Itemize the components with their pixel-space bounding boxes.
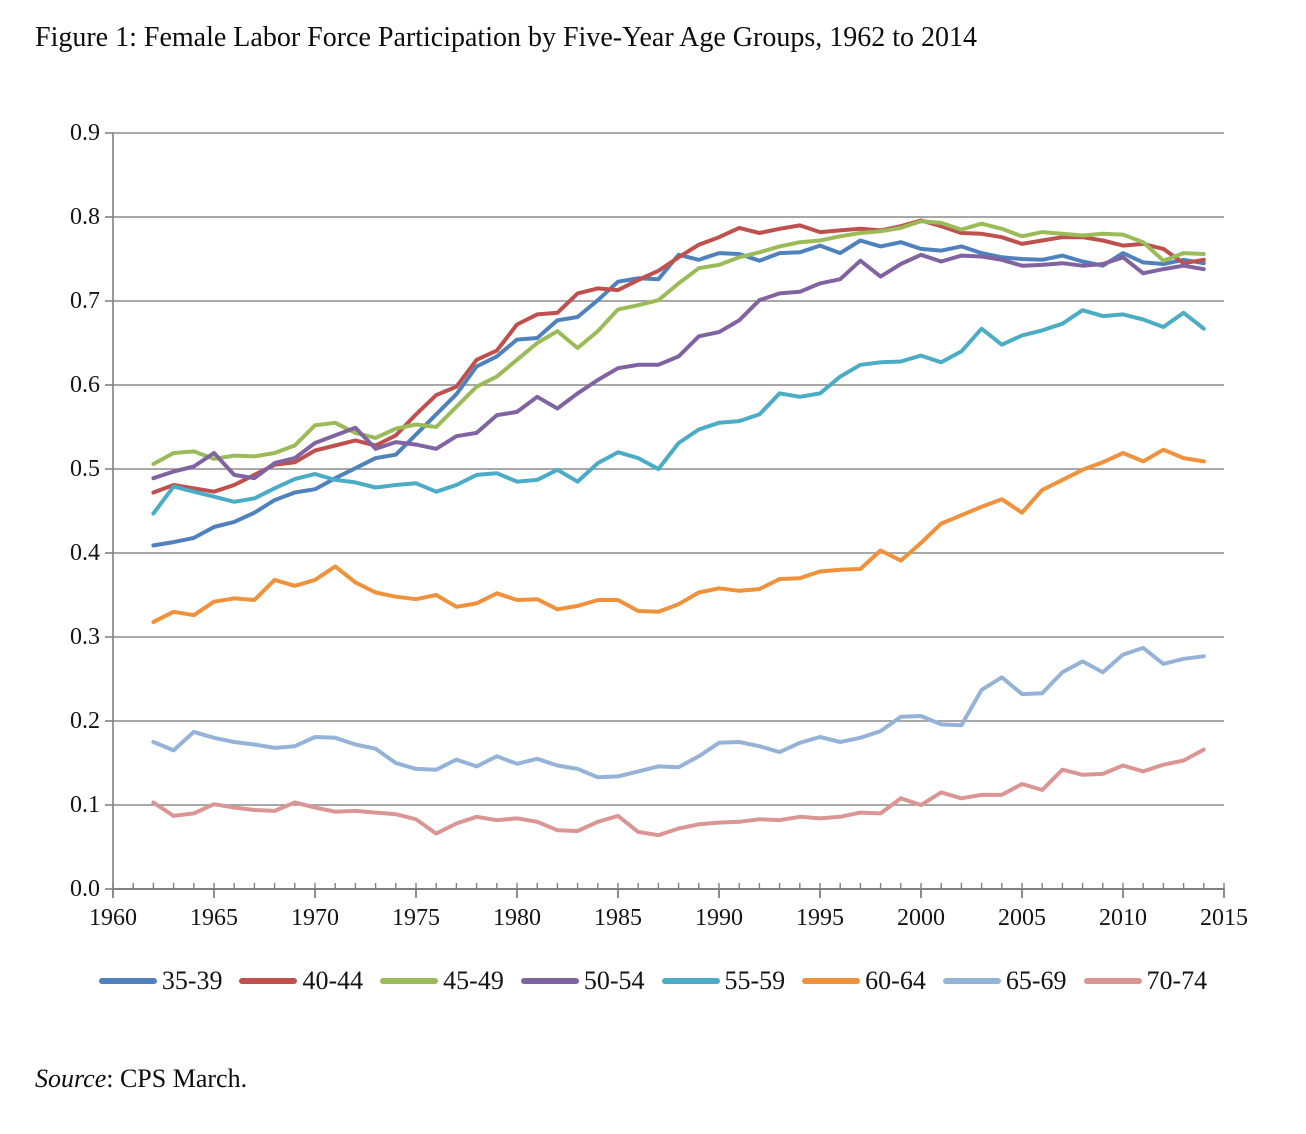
y-tick-label: 0.7 (70, 288, 100, 314)
legend-label-50-54: 50-54 (583, 966, 645, 995)
series-line-50-54 (151, 252, 1206, 481)
y-tick-label: 0.5 (70, 456, 100, 482)
legend-swatch-55-59 (661, 978, 720, 984)
x-tick-label: 2000 (897, 905, 945, 931)
source-label: Source (35, 1064, 107, 1093)
legend-swatch-65-69 (942, 978, 1001, 984)
x-tick-label: 1965 (190, 905, 238, 931)
figure-title: Figure 1: Female Labor Force Participati… (35, 22, 978, 53)
line-chart-plot (105, 132, 1225, 898)
x-tick-label: 2005 (998, 905, 1046, 931)
legend-label-45-49: 45-49 (443, 966, 504, 995)
x-tick-label: 1970 (291, 905, 339, 931)
x-tick-label: 1985 (594, 905, 642, 931)
series-line-70-74 (151, 747, 1206, 838)
legend-swatch-50-54 (520, 978, 579, 984)
legend-swatch-40-44 (239, 978, 298, 984)
legend-swatch-35-39 (98, 978, 157, 984)
legend-label-60-64: 60-64 (865, 966, 926, 995)
source-note: Source: CPS March. (35, 1064, 247, 1094)
chart-legend: 35-39 40-44 45-49 50-54 55-59 60-64 65-69 70-74 (0, 960, 1306, 1002)
y-tick-label: 0.1 (70, 792, 100, 818)
x-tick-label: 1960 (89, 905, 137, 931)
x-tick-label: 1990 (695, 905, 743, 931)
legend-item-65-69: 65-69 (942, 966, 1067, 996)
legend-label-40-44: 40-44 (302, 966, 364, 995)
legend-label-35-39: 35-39 (161, 966, 223, 995)
x-tick-label: 2010 (1099, 905, 1147, 931)
legend-swatch-70-74 (1083, 978, 1142, 984)
chart-area: 0.0 0.1 0.2 0.3 0.4 0.5 0.6 0.7 0.8 0.9 1960 1965 1… (70, 120, 1248, 931)
x-tick-label: 1980 (493, 905, 541, 931)
legend-label-65-69: 65-69 (1005, 966, 1067, 995)
legend-label-70-74: 70-74 (1146, 966, 1208, 995)
series-line-60-64 (151, 447, 1206, 624)
x-tick-label: 1995 (796, 905, 844, 931)
y-tick-label: 0.3 (70, 624, 100, 650)
source-text: : CPS March. (106, 1064, 248, 1093)
series-line-40-44 (151, 218, 1206, 495)
series-line-65-69 (151, 645, 1206, 780)
legend-swatch-60-64 (802, 978, 861, 984)
legend-swatch-45-49 (380, 978, 439, 984)
legend-label-55-59: 55-59 (724, 966, 786, 995)
series-line-35-39 (151, 238, 1206, 548)
y-tick-label: 0.8 (70, 204, 100, 230)
y-tick-label: 0.6 (70, 372, 100, 398)
y-tick-label: 0.4 (70, 540, 100, 566)
legend-item-60-64: 60-64 (802, 966, 926, 996)
x-tick-label: 2015 (1200, 905, 1248, 931)
legend-item-50-54: 50-54 (520, 966, 645, 996)
legend-item-45-49: 45-49 (380, 966, 504, 996)
series-line-45-49 (151, 219, 1206, 466)
series-line-55-59 (151, 308, 1206, 516)
y-tick-label: 0.2 (70, 708, 100, 734)
legend-item-35-39: 35-39 (98, 966, 223, 996)
legend-item-70-74: 70-74 (1083, 966, 1208, 996)
y-tick-label: 0.9 (70, 120, 100, 146)
legend-item-55-59: 55-59 (661, 966, 786, 996)
legend-item-40-44: 40-44 (239, 966, 363, 996)
x-tick-label: 1975 (392, 905, 440, 931)
y-tick-label: 0.0 (70, 876, 100, 902)
